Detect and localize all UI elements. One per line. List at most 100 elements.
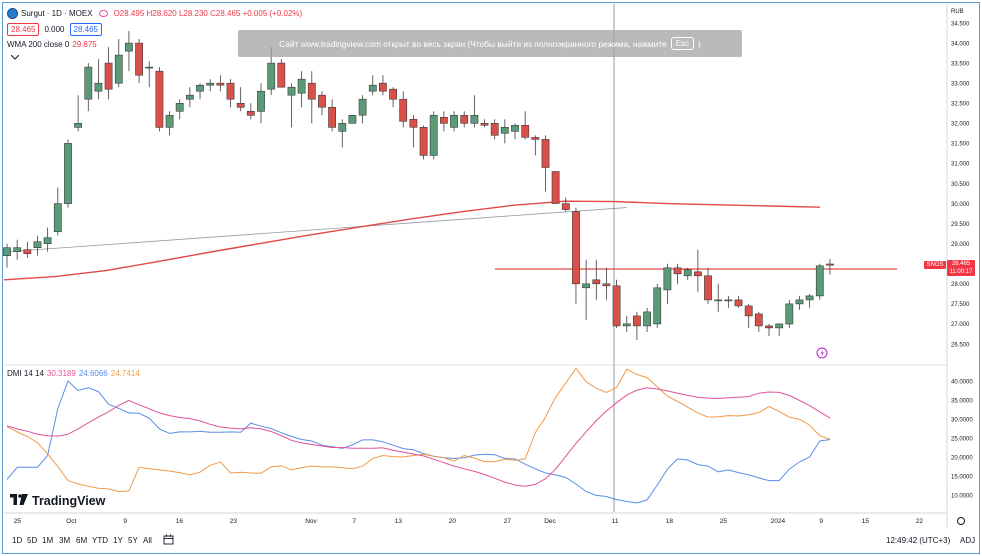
candle-body	[561, 203, 570, 210]
time-tick-label: Oct	[66, 518, 76, 525]
candle-body	[409, 119, 418, 128]
price-tick-label: 32.500	[951, 102, 970, 108]
fullscreen-notice-text: Сайт www.tradingview.com открыт во весь …	[279, 38, 667, 49]
candle-body	[378, 82, 387, 92]
range-ytd[interactable]: YTD	[92, 536, 108, 545]
candle-body	[3, 247, 11, 256]
candle-body	[511, 125, 519, 132]
adj-toggle[interactable]: ADJ	[960, 536, 976, 545]
candle-body	[94, 82, 103, 92]
dmi-series-plus-di	[6, 380, 831, 504]
price-tick-label: 30.000	[951, 202, 970, 208]
time-tick-label: 18	[666, 518, 674, 525]
range-all[interactable]: All	[143, 536, 152, 545]
price-tick-label: 34.000	[951, 41, 970, 47]
dmi-value-3: 24.7414	[110, 369, 140, 378]
range-1m[interactable]: 1M	[42, 536, 54, 545]
dmi-value-2: 24.6066	[78, 369, 108, 378]
axis-settings-icon	[957, 517, 965, 525]
range-3m[interactable]: 3M	[59, 536, 71, 545]
candle-body	[490, 123, 499, 136]
dmi-tick-label: 35.0000	[951, 398, 973, 404]
range-1d[interactable]: 1D	[12, 536, 23, 545]
candle-body	[673, 267, 682, 275]
time-tick-label: 7	[352, 518, 356, 525]
candle-body	[714, 299, 723, 302]
candle-body	[155, 70, 164, 128]
candle-body	[541, 139, 550, 168]
wma-legend: WMA 200 close 0 29.875	[7, 40, 97, 49]
candle-body	[287, 86, 296, 96]
symbol-legend: Surgut · 1D · MOEX O28.495 H28.620 L28.2…	[7, 8, 302, 19]
candle-body	[765, 325, 773, 329]
candle-body	[622, 323, 631, 327]
time-tick-label: 2024	[771, 518, 786, 525]
candle-body	[165, 115, 174, 128]
eye-icon[interactable]	[98, 10, 108, 17]
candle-body	[175, 103, 184, 112]
dmi-series-adx	[6, 387, 831, 487]
lightning-icon	[816, 347, 828, 359]
price-tick-label: 28.000	[951, 282, 970, 288]
wma-200-line	[3, 200, 821, 281]
fullscreen-notice-close: )	[698, 38, 701, 49]
collapse-legend-icon[interactable]	[11, 55, 19, 60]
fullscreen-notice: Сайт www.tradingview.com открыт во весь …	[238, 30, 742, 57]
price-tick-label: 27.500	[951, 302, 970, 308]
candle-body	[328, 107, 336, 128]
candle-body	[531, 137, 540, 140]
time-tick-label: 20	[449, 518, 457, 525]
price-tick-label: 31.500	[951, 142, 970, 148]
candle-body	[206, 82, 215, 86]
range-1y[interactable]: 1Y	[113, 536, 123, 545]
candle-body	[145, 66, 154, 69]
buy-price-pill[interactable]: 28.465	[69, 23, 102, 36]
candle-body	[653, 287, 662, 325]
sell-price-pill[interactable]: 28.465	[7, 23, 40, 36]
time-tick-label: 15	[862, 518, 870, 525]
candle-body	[480, 123, 489, 126]
candle-body	[216, 82, 225, 86]
candle-body	[470, 115, 479, 124]
dmi-tick-label: 20.0000	[951, 455, 973, 461]
wma-value: 29.875	[72, 40, 97, 49]
candle-body	[602, 283, 611, 287]
candle-body	[663, 267, 672, 291]
symbol-title[interactable]: Surgut · 1D · MOEX	[21, 9, 93, 18]
dmi-tick-label: 25.0000	[951, 436, 973, 442]
wma-label[interactable]: WMA 200 close 0	[7, 40, 70, 49]
range-5d[interactable]: 5D	[27, 536, 38, 545]
dmi-label[interactable]: DMI 14 14	[7, 369, 44, 378]
tradingview-logo-icon	[10, 494, 28, 508]
price-tag-price: 28.465	[951, 261, 971, 267]
candle-body	[419, 127, 428, 156]
time-tick-label: 25	[720, 518, 728, 525]
candle-body	[348, 115, 357, 124]
tradingview-logo[interactable]: TradingView	[10, 494, 105, 508]
price-tag-time: 11:00:17	[949, 269, 973, 275]
candle-body	[257, 90, 265, 112]
candle-body	[704, 275, 712, 301]
candle-body	[439, 117, 448, 124]
candle-body	[795, 299, 804, 305]
range-5y[interactable]: 5Y	[128, 536, 138, 545]
dmi-tick-label: 10.0000	[951, 493, 973, 499]
candle-body	[724, 299, 733, 302]
candle-body	[186, 94, 194, 100]
bottom-toolbar: 1D 5D 1M 3M 6M YTD 1Y 5Y All 12:49:42 (U…	[3, 531, 978, 551]
candle-body	[64, 143, 72, 204]
price-tick-label: 27.000	[951, 322, 970, 328]
candle-body	[744, 305, 753, 317]
candle-body	[23, 249, 32, 254]
candle-body	[450, 115, 458, 128]
range-6m[interactable]: 6M	[76, 536, 88, 545]
trend-line	[6, 207, 627, 253]
candle-body	[521, 125, 530, 138]
clock[interactable]: 12:49:42 (UTC+3)	[886, 536, 951, 545]
candle-body	[826, 263, 834, 266]
goto-date-icon[interactable]	[163, 534, 175, 548]
candle-body	[297, 78, 306, 94]
lightning-bolt-icon	[820, 349, 824, 357]
price-pills: 28.465 0.000 28.465	[7, 23, 102, 36]
